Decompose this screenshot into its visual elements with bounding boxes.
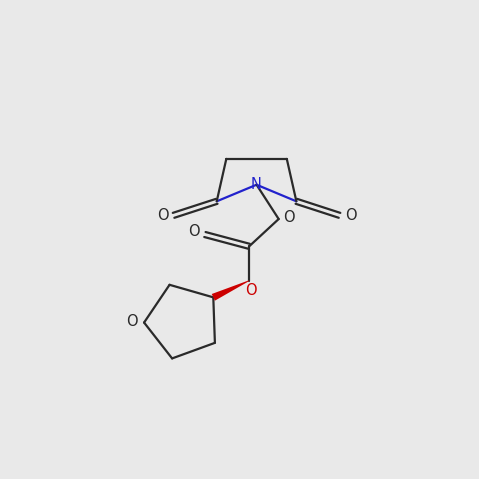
Text: O: O <box>157 208 168 223</box>
Text: O: O <box>283 210 295 225</box>
Text: O: O <box>345 208 356 223</box>
Polygon shape <box>212 280 250 301</box>
Text: N: N <box>251 177 262 192</box>
Text: O: O <box>188 224 200 239</box>
Text: O: O <box>245 283 257 298</box>
Text: O: O <box>126 314 138 329</box>
